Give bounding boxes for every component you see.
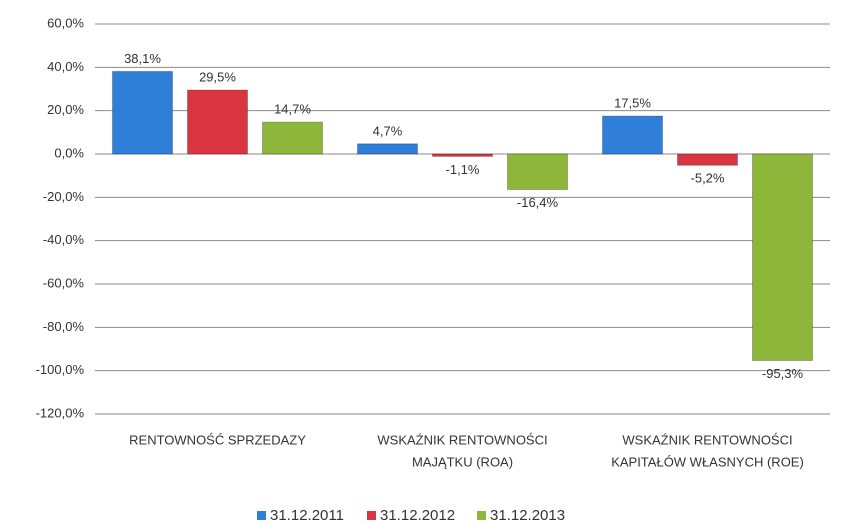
legend-swatch bbox=[477, 511, 486, 520]
y-tick-label: -100,0% bbox=[36, 362, 85, 377]
y-tick-label: 0,0% bbox=[54, 145, 84, 160]
data-label: -95,3% bbox=[762, 366, 804, 381]
data-label: 29,5% bbox=[199, 70, 236, 85]
data-label: 4,7% bbox=[373, 123, 403, 138]
data-label: 17,5% bbox=[614, 96, 651, 111]
x-tick-label: WSKAŹNIK RENTOWNOŚCI bbox=[377, 432, 547, 447]
data-label: -16,4% bbox=[517, 195, 559, 210]
x-tick-label: KAPITAŁÓW WŁASNYCH (ROE) bbox=[611, 454, 804, 469]
bar bbox=[357, 143, 418, 155]
y-tick-label: 40,0% bbox=[47, 59, 84, 74]
data-label: -5,2% bbox=[691, 171, 725, 186]
x-tick-label: MAJĄTKU (ROA) bbox=[412, 454, 513, 469]
y-tick-label: -120,0% bbox=[36, 405, 85, 420]
data-label: 14,7% bbox=[274, 102, 311, 117]
bar bbox=[602, 115, 663, 155]
bar bbox=[112, 70, 173, 155]
bar bbox=[752, 153, 813, 361]
y-tick-label: -60,0% bbox=[43, 275, 85, 290]
x-tick-label: WSKAŹNIK RENTOWNOŚCI bbox=[622, 432, 792, 447]
y-tick-label: 20,0% bbox=[47, 102, 84, 117]
legend-label: 31.12.2012 bbox=[380, 507, 455, 524]
y-tick-label: -40,0% bbox=[43, 232, 85, 247]
legend-swatch bbox=[367, 511, 376, 520]
data-label: -1,1% bbox=[446, 162, 480, 177]
x-tick-label: RENTOWNOŚĆ SPRZEDAZY bbox=[129, 432, 306, 447]
y-tick-label: 60,0% bbox=[47, 15, 84, 30]
bar bbox=[507, 153, 568, 191]
legend-swatch bbox=[257, 511, 266, 520]
y-tick-label: -20,0% bbox=[43, 189, 85, 204]
data-label: 38,1% bbox=[124, 51, 161, 66]
bar bbox=[432, 153, 493, 157]
y-tick-label: -80,0% bbox=[43, 319, 85, 334]
bar bbox=[262, 121, 323, 155]
bar bbox=[187, 89, 248, 155]
bar bbox=[677, 153, 738, 166]
legend-label: 31.12.2011 bbox=[270, 507, 344, 524]
legend-label: 31.12.2013 bbox=[490, 507, 565, 524]
